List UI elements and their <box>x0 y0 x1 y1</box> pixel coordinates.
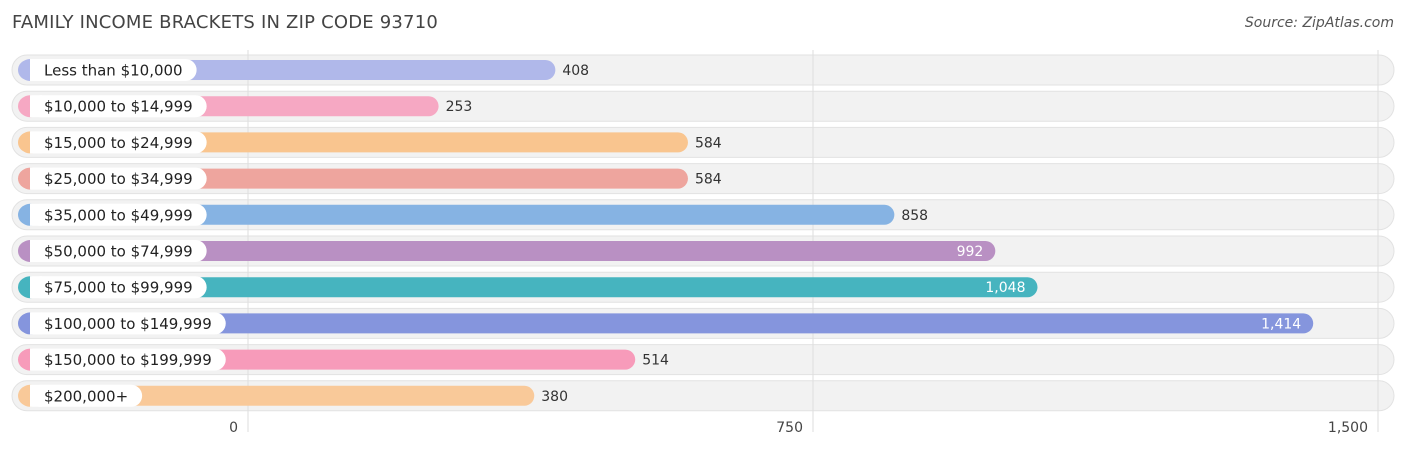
category-label-pill <box>30 95 207 118</box>
category-label-pill <box>30 276 207 299</box>
category-label-pill <box>30 312 226 335</box>
category-label: $100,000 to $149,999 <box>44 315 212 333</box>
bar <box>18 204 895 225</box>
x-tick-label: 1,500 <box>1328 420 1368 436</box>
category-label: $35,000 to $49,999 <box>44 206 193 224</box>
value-label: 408 <box>562 63 589 79</box>
category-label-pill <box>30 59 197 81</box>
bars-layer: Less than $10,000 408 $10,000 to $14,999 25… <box>18 59 1314 407</box>
bar <box>18 241 996 261</box>
pill-join <box>30 348 42 371</box>
pill-join <box>30 167 42 190</box>
category-label-pill <box>30 131 207 154</box>
value-label: 1,414 <box>1261 316 1301 332</box>
x-tick-label: 750 <box>776 420 803 436</box>
value-label: 380 <box>541 389 568 405</box>
value-label: 253 <box>446 99 473 115</box>
category-label: $75,000 to $99,999 <box>44 279 193 297</box>
category-label-pill <box>30 240 207 262</box>
pill-join <box>30 312 42 335</box>
category-label: $200,000+ <box>44 387 128 405</box>
pill-join <box>30 131 42 154</box>
pill-join <box>30 240 42 262</box>
x-axis-ticks: 0 750 1,500 <box>229 420 1368 436</box>
value-label: 992 <box>957 244 984 260</box>
category-label: $150,000 to $199,999 <box>44 351 212 369</box>
category-label-pill <box>30 384 143 407</box>
pill-join <box>30 203 42 226</box>
category-label-pill <box>30 348 226 371</box>
value-label: 514 <box>642 353 669 369</box>
category-label: $50,000 to $74,999 <box>44 243 193 261</box>
category-label: Less than $10,000 <box>44 62 183 80</box>
chart-title: FAMILY INCOME BRACKETS IN ZIP CODE 93710 <box>12 12 439 33</box>
value-label: 1,048 <box>985 280 1025 296</box>
category-label: $15,000 to $24,999 <box>44 134 193 152</box>
category-label-pill <box>30 203 207 226</box>
value-label: 584 <box>695 135 722 151</box>
category-label: $25,000 to $34,999 <box>44 170 193 188</box>
bar <box>18 277 1038 298</box>
value-label: 584 <box>695 172 722 188</box>
value-label: 858 <box>901 208 928 224</box>
bar <box>18 385 535 406</box>
category-label-pill <box>30 167 207 190</box>
pill-join <box>30 276 42 299</box>
chart-source: Source: ZipAtlas.com <box>1244 15 1394 31</box>
pill-join <box>30 95 42 118</box>
pill-join <box>30 59 42 81</box>
bar <box>18 313 1314 334</box>
x-tick-label: 0 <box>229 420 238 436</box>
category-label: $10,000 to $14,999 <box>44 98 193 116</box>
pill-join <box>30 384 42 407</box>
